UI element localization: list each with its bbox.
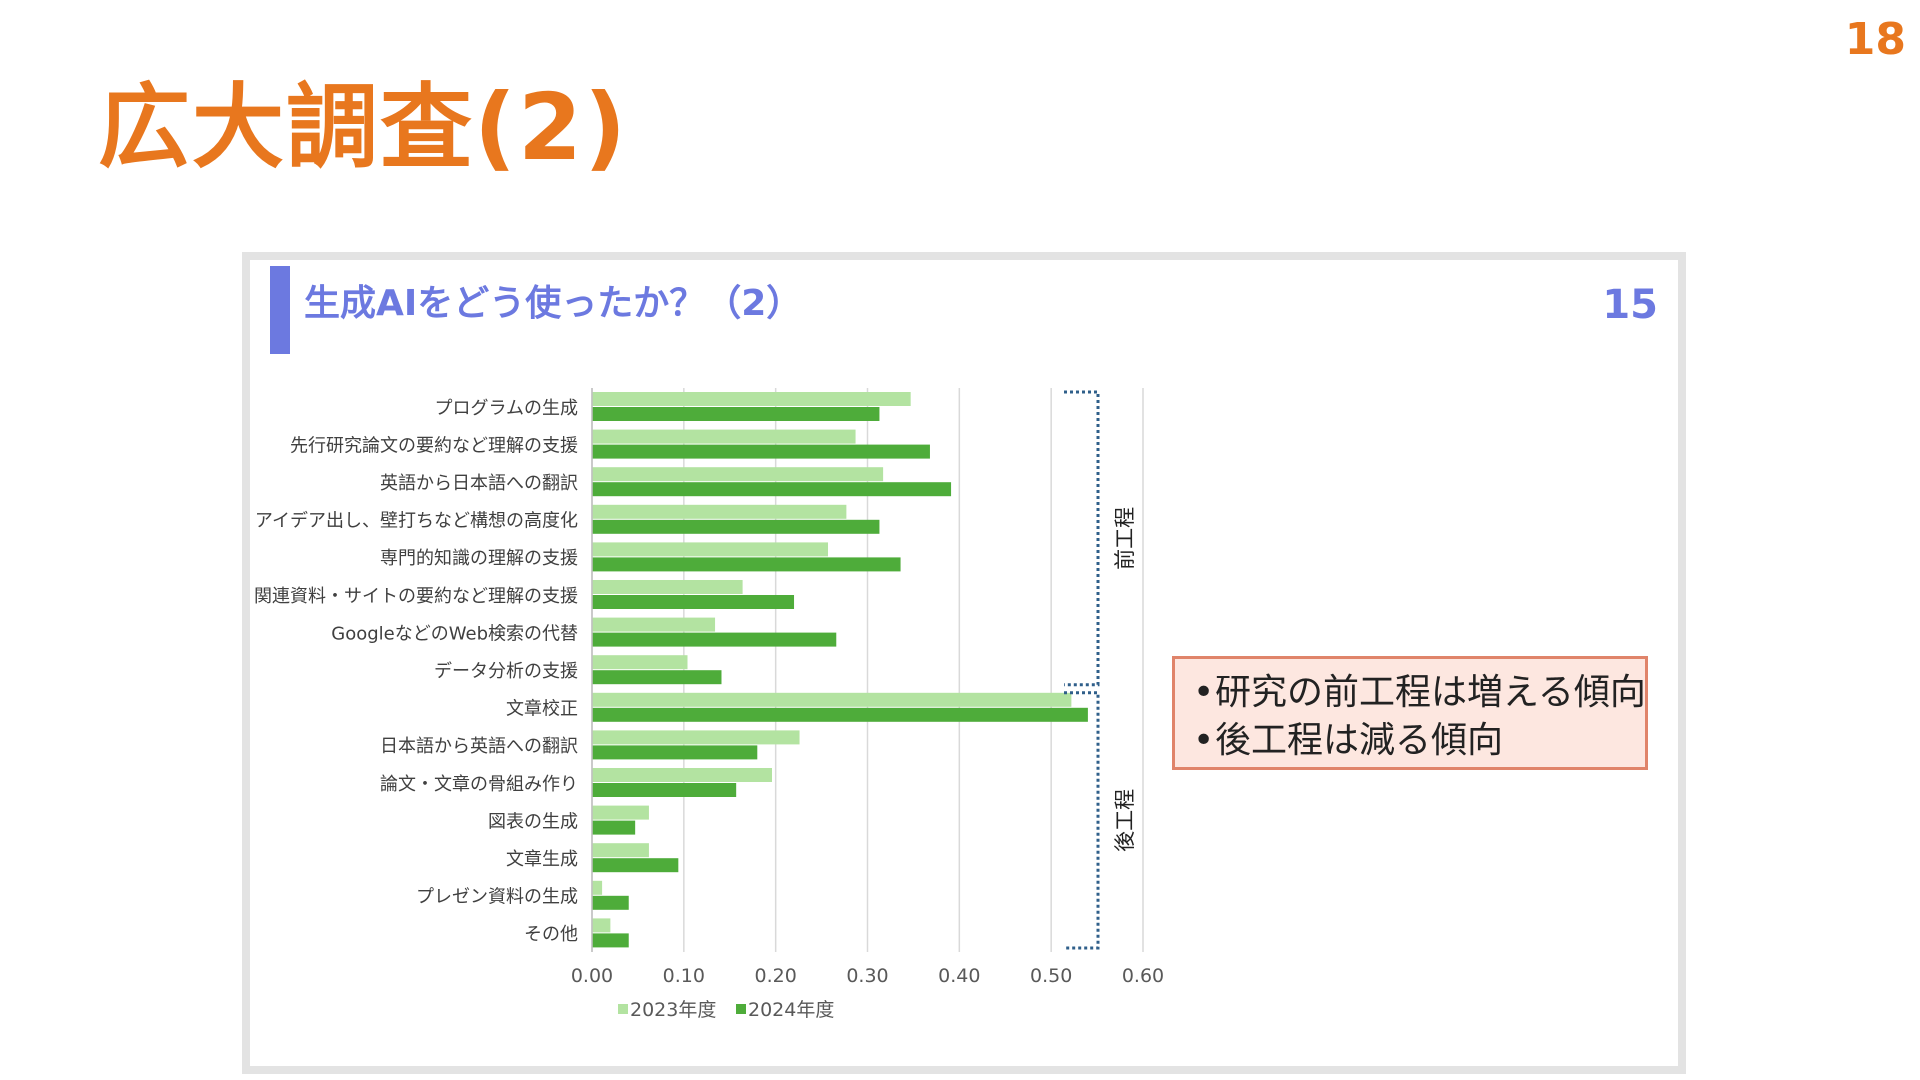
slide-title: 広大調査(2): [98, 74, 629, 181]
category-label: 文章校正: [506, 699, 578, 720]
bar-2024: [592, 895, 629, 910]
x-tick-label: 0.30: [846, 965, 888, 987]
category-label: 図表の生成: [488, 811, 578, 832]
bar-2023: [592, 692, 1072, 707]
embedded-slide-title: 生成AIをどう使ったか？（2）: [304, 283, 803, 324]
note-item-2: •後工程は減る傾向: [1193, 717, 1627, 765]
page-number: 18: [1844, 14, 1906, 65]
bar-2023: [592, 617, 716, 632]
note-bullet: •: [1193, 720, 1215, 761]
bar-2023: [592, 580, 743, 594]
bar-2024: [592, 482, 952, 497]
bar-2023: [592, 843, 649, 858]
legend-swatch: [736, 1004, 746, 1014]
bar-2024: [592, 707, 1088, 722]
category-label: GoogleなどのWeb検索の代替: [331, 623, 578, 644]
group-label: 後工程: [1113, 789, 1137, 852]
note-bullet: •: [1193, 672, 1215, 713]
bar-2023: [592, 542, 829, 557]
bar-2023: [592, 429, 856, 444]
legend-swatch: [618, 1004, 628, 1014]
bar-2024: [592, 632, 837, 647]
category-label: アイデア出し、壁打ちなど構想の高度化: [255, 511, 578, 532]
bar-2024: [592, 783, 737, 797]
bar-2023: [592, 730, 800, 745]
category-label: 論文・文章の骨組み作り: [380, 774, 578, 795]
embedded-page-number: 15: [1602, 282, 1658, 328]
category-label: プレゼン資料の生成: [416, 887, 578, 908]
category-label: その他: [524, 924, 578, 945]
note-item-1: •研究の前工程は増える傾向: [1193, 669, 1646, 717]
bar-2024: [592, 820, 636, 835]
note-text: 後工程は減る傾向: [1215, 720, 1504, 761]
bar-2023: [592, 392, 911, 406]
bar-2024: [592, 407, 880, 421]
group-bracket: [1064, 691, 1100, 950]
bar-2024: [592, 519, 880, 534]
x-tick-label: 0.50: [1030, 965, 1072, 987]
bar-2023: [592, 880, 603, 895]
bar-2023: [592, 504, 847, 519]
category-label: 文章生成: [506, 849, 578, 870]
bar-2023: [592, 768, 772, 782]
bar-2024: [592, 444, 930, 459]
group-label: 前工程: [1113, 507, 1137, 570]
group-bracket: [1064, 390, 1100, 687]
bar-2023: [592, 655, 688, 670]
legend-label: 2024年度: [748, 999, 834, 1021]
bar-2023: [592, 467, 884, 482]
note-text: 研究の前工程は増える傾向: [1215, 672, 1646, 713]
bar-2024: [592, 745, 758, 760]
x-tick-label: 0.20: [755, 965, 797, 987]
category-label: 関連資料・サイトの要約など理解の支援: [254, 586, 578, 607]
bar-2023: [592, 918, 611, 933]
bar-2023: [592, 805, 649, 820]
bar-2024: [592, 595, 795, 609]
legend-label: 2023年度: [630, 999, 716, 1021]
bar-2024: [592, 557, 901, 572]
category-label: 英語から日本語への翻訳: [380, 473, 578, 494]
bar-2024: [592, 858, 679, 873]
bar-2024: [592, 670, 722, 685]
x-tick-label: 0.40: [938, 965, 980, 987]
accent-bar: [270, 266, 290, 354]
x-tick-label: 0.00: [571, 965, 613, 987]
note-box: •研究の前工程は増える傾向 •後工程は減る傾向: [1172, 656, 1648, 770]
category-label: 日本語から英語への翻訳: [380, 736, 578, 757]
x-tick-label: 0.60: [1122, 965, 1164, 987]
category-label: 専門的知識の理解の支援: [380, 548, 578, 569]
x-tick-label: 0.10: [663, 965, 705, 987]
category-label: プログラムの生成: [435, 398, 578, 419]
category-label: 先行研究論文の要約など理解の支援: [290, 435, 578, 456]
category-label: データ分析の支援: [434, 661, 578, 682]
bar-2024: [592, 933, 629, 948]
